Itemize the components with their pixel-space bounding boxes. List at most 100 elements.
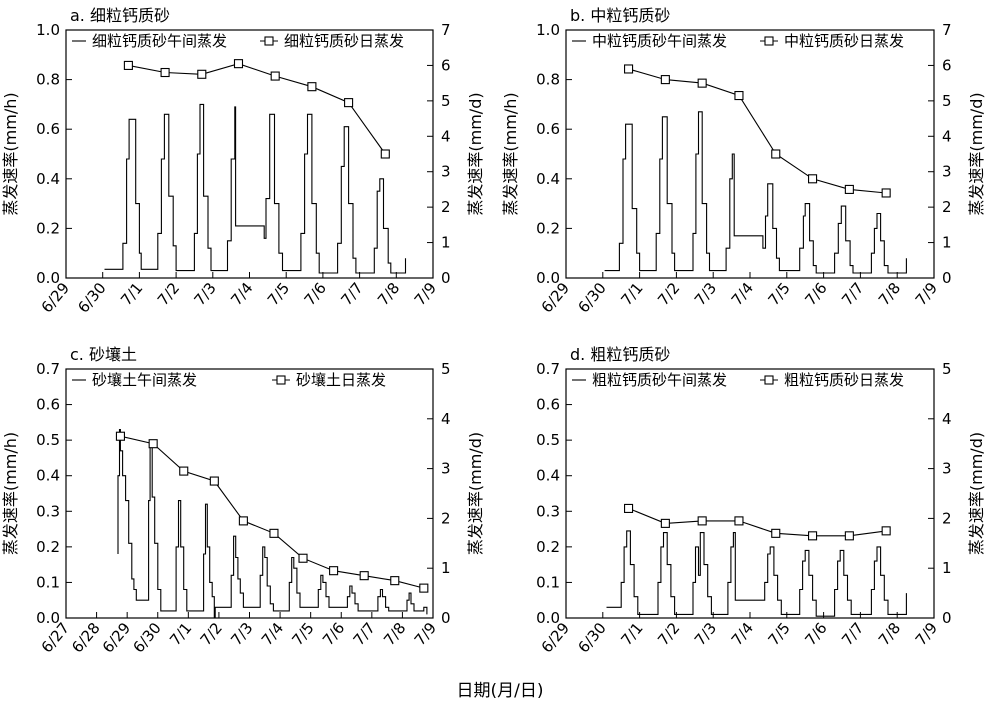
daily-point [734,516,744,526]
legend-daily-marker [264,36,274,46]
right-tick-label: 2 [942,509,952,527]
right-tick-label: 1 [942,559,952,577]
daily-point [697,78,707,88]
left-tick-label: 0.6 [536,396,560,414]
left-tick-label: 0.2 [536,538,560,556]
right-tick-label: 6 [441,56,451,74]
x-tick-label: 6/30 [74,279,109,316]
legend-hourly-label: 粗粒钙质砂午间蒸发 [592,371,727,389]
x-tick-label: 6/30 [574,619,609,656]
right-tick-label: 0 [942,269,952,287]
left-tick-label: 0.1 [536,573,560,591]
legend-daily-label: 细粒钙质砂日蒸发 [284,32,404,50]
daily-point [160,67,170,78]
daily-series-line [628,507,887,537]
right-tick-label: 1 [441,234,451,252]
x-tick-label: 6/30 [129,619,164,656]
right-tick-label: 1 [942,234,952,252]
daily-point [238,516,248,526]
left-tick-label: 0.3 [536,502,560,520]
x-tick-label: 7/4 [258,619,287,649]
x-tick-label: 7/9 [411,619,440,649]
right-tick-label: 3 [441,460,451,478]
right-tick-label: 0 [441,269,451,287]
x-tick-label: 7/9 [411,279,440,309]
left-tick-label: 0.0 [36,269,60,287]
right-tick-label: 2 [942,198,952,216]
left-tick-label: 0.0 [536,269,560,287]
x-tick-label: 7/5 [765,279,794,309]
daily-point [660,518,670,528]
right-tick-label: 4 [942,410,952,428]
x-tick-label: 7/2 [654,279,683,309]
plot-frame [565,368,935,619]
x-tick-label: 7/7 [838,619,867,649]
right-tick-label: 3 [942,163,952,181]
legend-hourly-label: 中粒钙质砂午间蒸发 [592,32,727,50]
right-tick-label: 5 [441,92,451,110]
x-tick-label: 7/3 [191,279,220,309]
daily-point [734,90,744,101]
hourly-series-line [606,530,907,617]
left-tick-label: 0.2 [36,219,60,237]
right-tick-label: 0 [942,609,952,627]
x-tick-label: 7/7 [838,279,867,309]
daily-point [270,71,280,81]
right-tick-label: 2 [441,198,451,216]
legend-daily-marker [276,375,286,385]
daily-point [359,571,369,581]
x-tick-label: 7/7 [350,619,379,649]
x-tick-label: 7/3 [691,279,720,309]
left-tick-label: 0.2 [36,538,60,556]
right-tick-label: 7 [441,21,451,39]
daily-series-line [120,435,424,589]
x-tick-label: 7/2 [654,619,683,649]
left-tick-label: 0.4 [36,467,60,485]
x-tick-label: 7/1 [117,279,146,309]
daily-point [624,503,634,513]
x-tick-label: 7/1 [166,619,195,649]
x-tick-label: 7/8 [374,279,403,309]
daily-point [881,188,891,198]
panel-title: a. 细粒钙质砂 [70,6,170,25]
daily-point [344,98,354,108]
right-tick-label: 6 [942,56,952,74]
right-tick-label: 4 [441,410,451,428]
x-tick-label: 6/29 [99,619,134,656]
right-tick-label: 7 [942,21,952,39]
left-tick-label: 0.6 [536,120,560,138]
left-tick-label: 0.0 [536,609,560,627]
left-tick-label: 1.0 [36,21,60,39]
x-tick-label: 7/1 [617,279,646,309]
daily-series-line [128,63,386,155]
right-tick-label: 2 [441,509,451,527]
legend-daily-label: 砂壤土日蒸发 [296,371,386,389]
daily-point [771,528,781,538]
right-tick-label: 5 [942,360,952,378]
daily-point [298,553,308,563]
y-axis-label-left: 蒸发速率(mm/h) [1,432,20,555]
left-tick-label: 0.2 [536,219,560,237]
y-axis-label-right: 蒸发速率(mm/d) [466,92,485,215]
x-tick-label: 7/2 [154,279,183,309]
x-tick-label: 7/6 [319,619,348,649]
x-tick-label: 7/6 [301,279,330,309]
panel-title: b. 中粒钙质砂 [570,6,670,25]
legend-daily-label: 粗粒钙质砂日蒸发 [784,371,904,389]
hourly-series-line [104,103,407,274]
right-tick-label: 3 [441,163,451,181]
left-tick-label: 0.5 [536,431,560,449]
daily-point [115,431,125,441]
panel-title: d. 粗粒钙质砂 [570,345,670,364]
left-tick-label: 0.8 [536,71,560,89]
panel-title: c. 砂壤土 [70,345,137,364]
daily-point [148,439,158,449]
right-tick-label: 5 [942,92,952,110]
daily-point [881,526,891,536]
legend-hourly-label: 砂壤土午间蒸发 [92,371,197,389]
left-tick-label: 0.0 [36,609,60,627]
left-tick-label: 0.4 [536,170,560,188]
